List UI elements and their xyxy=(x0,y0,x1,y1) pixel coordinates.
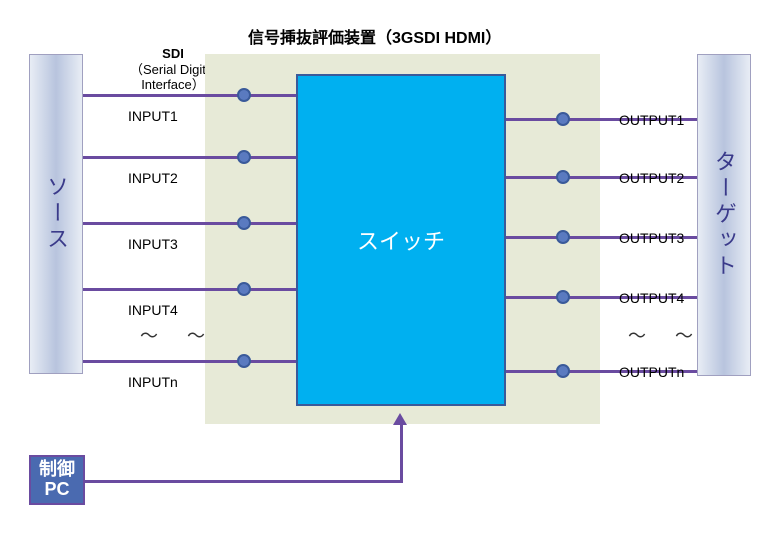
control-pc-label: 制御PC xyxy=(39,460,75,500)
input-wire xyxy=(83,222,296,225)
input-port-icon xyxy=(237,150,251,164)
output-port-icon xyxy=(556,230,570,244)
control-pc-box: 制御PC xyxy=(29,455,85,505)
input-port-icon xyxy=(237,282,251,296)
input-label: INPUTn xyxy=(128,374,178,390)
output-port-icon xyxy=(556,290,570,304)
output-label: OUTPUT1 xyxy=(619,112,684,128)
input-wire xyxy=(83,156,296,159)
sdi-label: SDI （Serial Digital Interface） xyxy=(130,46,216,93)
output-port-icon xyxy=(556,364,570,378)
control-wire-h xyxy=(85,480,403,483)
output-ellipsis: ～ ～ xyxy=(628,322,705,348)
output-label: OUTPUT2 xyxy=(619,170,684,186)
input-wire xyxy=(83,288,296,291)
input-port-icon xyxy=(237,354,251,368)
output-label: OUTPUT4 xyxy=(619,290,684,306)
sdi-line1: SDI xyxy=(130,46,216,62)
input-port-icon xyxy=(237,216,251,230)
target-label: ターゲット xyxy=(708,150,740,280)
output-port-icon xyxy=(556,112,570,126)
input-ellipsis: ～ ～ xyxy=(140,322,217,348)
input-label: INPUT3 xyxy=(128,236,178,252)
output-port-icon xyxy=(556,170,570,184)
input-wire xyxy=(83,360,296,363)
output-label: OUTPUTn xyxy=(619,364,684,380)
input-label: INPUT4 xyxy=(128,302,178,318)
sdi-line2: （Serial Digital xyxy=(130,62,216,78)
switch-label: スイッチ xyxy=(357,224,445,256)
source-label: ソース xyxy=(40,175,72,253)
output-label: OUTPUT3 xyxy=(619,230,684,246)
sdi-line3: Interface） xyxy=(130,77,216,93)
control-arrow-icon xyxy=(393,413,407,425)
control-wire-v xyxy=(400,424,403,483)
input-port-icon xyxy=(237,88,251,102)
input-label: INPUT1 xyxy=(128,108,178,124)
switch-box: スイッチ xyxy=(296,74,506,406)
source-box: ソース xyxy=(29,54,83,374)
input-label: INPUT2 xyxy=(128,170,178,186)
diagram-title: 信号挿抜評価装置（3GSDI HDMI） xyxy=(248,24,501,48)
input-wire xyxy=(83,94,296,97)
target-box: ターゲット xyxy=(697,54,751,376)
